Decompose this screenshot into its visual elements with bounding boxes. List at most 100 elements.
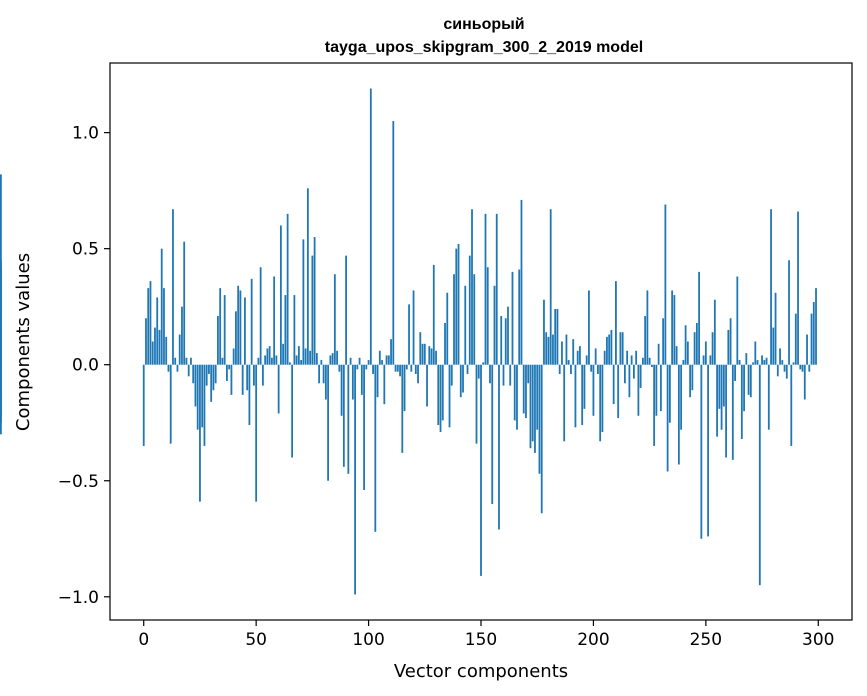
bar-component-51 <box>257 357 260 365</box>
bar-component-271 <box>752 362 754 365</box>
bar-component-80 <box>322 364 325 384</box>
bar-component-249 <box>702 355 705 365</box>
bar-component-187 <box>563 364 566 442</box>
x-tick-label: 300 <box>802 630 834 650</box>
bar-component-110 <box>390 339 392 365</box>
bar-component-3 <box>149 281 152 365</box>
y-tick-label: 1.0 <box>72 124 99 144</box>
bar-component-12 <box>169 364 172 444</box>
bar-component-169 <box>522 364 525 414</box>
y-tick-label: −1.0 <box>58 588 99 608</box>
bar-component-130 <box>435 350 437 365</box>
bar-component-145 <box>468 255 471 365</box>
bar-component-103 <box>374 364 377 532</box>
bar-component-261 <box>729 318 732 365</box>
bar-component-82 <box>327 364 329 481</box>
bar-component-260 <box>727 329 730 365</box>
bar-component-148 <box>475 364 478 444</box>
bar-component-228 <box>655 364 658 416</box>
bar-component-99 <box>365 364 368 370</box>
bar-component-134 <box>444 322 446 365</box>
bar-component-257 <box>720 364 723 430</box>
bar-component-2 <box>147 288 150 365</box>
bar-component-241 <box>684 325 687 365</box>
bar-component-83 <box>329 355 332 365</box>
bar-component-166 <box>516 364 518 430</box>
bar-component-165 <box>513 364 516 421</box>
bar-component-268 <box>745 353 748 365</box>
bar-component-234 <box>668 364 671 423</box>
bar-component-115 <box>401 364 404 453</box>
bar-component-70 <box>300 360 303 365</box>
bar-component-10 <box>165 336 168 365</box>
bar-component-152 <box>484 213 487 365</box>
bar-component-272 <box>754 341 757 365</box>
bar-component-279 <box>770 209 772 365</box>
bar-component-29 <box>208 364 210 374</box>
bar-component-114 <box>399 364 401 377</box>
bar-component-100 <box>367 360 370 365</box>
bar-component-44 <box>241 364 244 395</box>
bar-component-194 <box>579 346 581 365</box>
bar-component-5 <box>154 327 156 365</box>
bar-component-243 <box>689 364 692 398</box>
bar-component-147 <box>473 274 476 365</box>
bar-component-26 <box>201 364 204 428</box>
bar-component-50 <box>255 364 258 502</box>
bar-component-242 <box>686 341 689 365</box>
bar-component-102 <box>372 364 374 374</box>
bar-component-49 <box>253 364 255 386</box>
bar-component-94 <box>354 364 356 595</box>
bar-component-151 <box>482 362 485 365</box>
bar-component-188 <box>565 334 568 365</box>
bar-component-250 <box>704 341 707 365</box>
bar-component-undefined <box>0 174 2 365</box>
bar-component-265 <box>738 360 741 365</box>
bar-component-141 <box>459 364 462 398</box>
bar-component-64 <box>286 213 289 365</box>
bar-component-179 <box>545 332 548 365</box>
bar-component-66 <box>291 364 294 458</box>
bar-component-30 <box>210 364 213 402</box>
x-axis-label: Vector components <box>394 661 568 682</box>
bar-component-155 <box>491 364 494 504</box>
bar-component-160 <box>502 364 505 386</box>
bar-component-285 <box>783 364 786 372</box>
bar-component-127 <box>428 346 431 365</box>
bar-component-42 <box>237 285 240 365</box>
bar-component-21 <box>190 357 192 365</box>
bar-component-62 <box>282 343 285 365</box>
bar-component-159 <box>500 315 503 365</box>
bar-component-104 <box>376 364 379 398</box>
chart-subtitle: tayga_upos_skipgram_300_2_2019 model <box>325 39 643 56</box>
bar-component-43 <box>239 290 242 365</box>
bar-component-11 <box>167 364 170 372</box>
bar-component-173 <box>531 364 534 442</box>
bar-component-108 <box>385 355 388 365</box>
bar-component-126 <box>426 364 428 407</box>
bar-component-73 <box>306 188 309 365</box>
bar-component-247 <box>698 271 700 365</box>
x-tick-label: 50 <box>245 630 267 650</box>
bar-component-278 <box>767 364 770 430</box>
bar-component-196 <box>583 364 586 409</box>
bar-component-undefined <box>0 364 2 435</box>
bar-component-180 <box>547 336 550 365</box>
bar-component-233 <box>666 364 669 472</box>
bar-component-214 <box>624 364 626 384</box>
bar-component-69 <box>297 346 300 365</box>
bar-component-144 <box>466 364 469 374</box>
bar-component-298 <box>812 302 815 365</box>
bar-component-35 <box>221 357 224 365</box>
bar-component-54 <box>264 355 267 365</box>
bar-component-9 <box>163 288 165 365</box>
bar-component-150 <box>480 364 482 576</box>
bar-component-95 <box>356 364 359 370</box>
bar-component-142 <box>462 364 464 393</box>
bar-component-79 <box>320 360 323 365</box>
chart-title: синьорый <box>443 16 524 33</box>
bar-component-190 <box>570 364 572 374</box>
bar-component-146 <box>471 209 473 365</box>
bar-component-91 <box>347 364 350 474</box>
